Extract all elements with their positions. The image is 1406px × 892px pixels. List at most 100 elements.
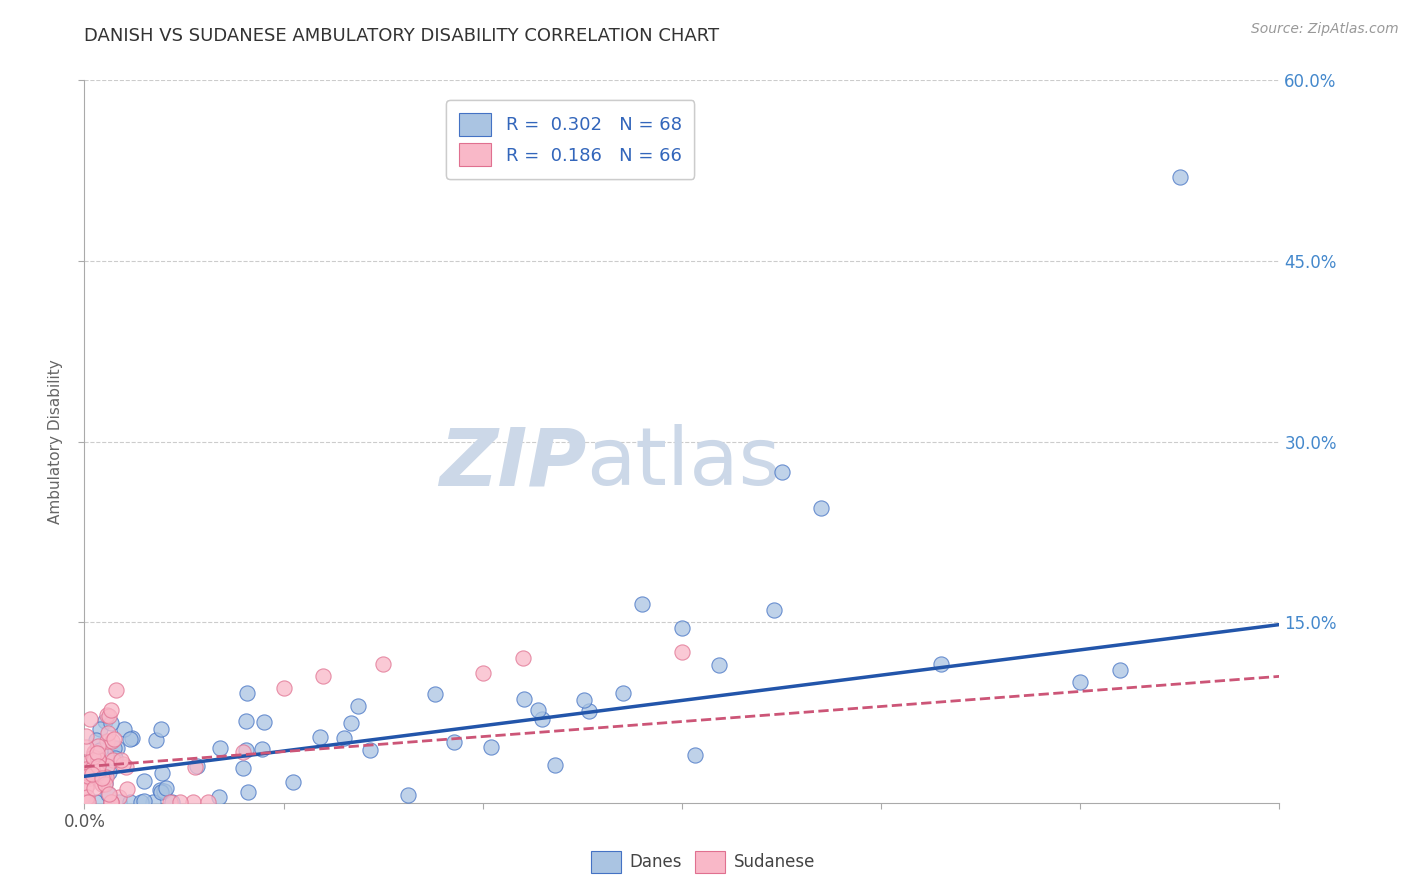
Point [150, 785, 173, 799]
Point [93, 772, 115, 786]
Point [93, 770, 115, 784]
Point [101, 734, 124, 748]
Point [236, 785, 259, 799]
Point [359, 743, 381, 757]
Point [100, 795, 122, 809]
Point [236, 686, 259, 700]
Text: DANISH VS SUDANESE AMBULATORY DISABILITY CORRELATION CHART: DANISH VS SUDANESE AMBULATORY DISABILITY… [84, 27, 720, 45]
Point [84, 795, 107, 809]
Point [309, 730, 332, 744]
Point [118, 732, 141, 747]
Point [75, 729, 97, 743]
Point [763, 603, 786, 617]
Point [150, 766, 173, 780]
Point [110, 753, 132, 767]
Point [75, 795, 97, 809]
Point [134, 773, 156, 788]
Point [104, 683, 127, 698]
Point [253, 715, 276, 730]
Point [544, 758, 567, 772]
Point [232, 745, 254, 759]
Point [1069, 675, 1091, 690]
Point [97, 787, 120, 801]
Point [91, 771, 114, 785]
Point [75, 763, 97, 777]
Point [115, 782, 138, 797]
Point [1168, 169, 1191, 184]
Point [181, 795, 204, 809]
Point [87, 758, 110, 772]
Legend: Danes, Sudanese: Danes, Sudanese [585, 845, 821, 880]
Point [75, 780, 97, 794]
Point [159, 795, 181, 809]
Point [149, 722, 172, 736]
Point [83, 781, 105, 796]
Point [80, 767, 103, 781]
Text: ZIP: ZIP [439, 425, 586, 502]
Point [89, 723, 111, 737]
Point [810, 500, 832, 515]
Point [526, 703, 548, 717]
Point [443, 735, 465, 749]
Point [82, 749, 104, 764]
Point [184, 759, 207, 773]
Point [1109, 664, 1132, 678]
Legend: R =  0.302   N = 68, R =  0.186   N = 66: R = 0.302 N = 68, R = 0.186 N = 66 [446, 100, 695, 179]
Point [75, 764, 97, 778]
Point [100, 703, 122, 717]
Point [153, 784, 176, 798]
Point [121, 731, 143, 745]
Point [340, 716, 363, 731]
Point [100, 715, 122, 730]
Point [79, 712, 101, 726]
Point [86, 739, 108, 753]
Point [471, 665, 494, 680]
Point [86, 732, 108, 747]
Point [76, 790, 98, 805]
Point [770, 465, 793, 479]
Point [77, 795, 100, 809]
Point [631, 597, 654, 611]
Point [100, 795, 122, 809]
Point [572, 693, 595, 707]
Point [75, 739, 97, 754]
Point [531, 712, 554, 726]
Point [929, 657, 952, 672]
Point [283, 775, 305, 789]
Point [112, 722, 135, 736]
Point [98, 764, 121, 779]
Point [145, 733, 167, 747]
Point [332, 731, 354, 745]
Point [115, 760, 138, 774]
Point [76, 766, 98, 780]
Point [396, 788, 419, 802]
Point [232, 760, 254, 774]
Point [108, 790, 131, 805]
Point [96, 770, 118, 784]
Point [671, 645, 693, 659]
Point [423, 687, 446, 701]
Point [149, 783, 172, 797]
Point [612, 686, 634, 700]
Point [103, 753, 125, 767]
Point [82, 762, 104, 776]
Point [89, 743, 111, 757]
Point [83, 745, 105, 759]
Point [90, 777, 112, 791]
Point [86, 746, 108, 760]
Point [208, 740, 231, 755]
Point [103, 732, 125, 747]
Point [83, 753, 105, 767]
Point [118, 795, 141, 809]
Y-axis label: Ambulatory Disability: Ambulatory Disability [48, 359, 63, 524]
Text: Source: ZipAtlas.com: Source: ZipAtlas.com [1251, 22, 1399, 37]
Point [86, 752, 108, 766]
Point [513, 692, 536, 706]
Point [87, 766, 110, 780]
Point [79, 772, 101, 786]
Point [104, 751, 127, 765]
Point [186, 758, 208, 772]
Point [96, 759, 118, 773]
Point [90, 777, 112, 791]
Point [97, 708, 120, 723]
